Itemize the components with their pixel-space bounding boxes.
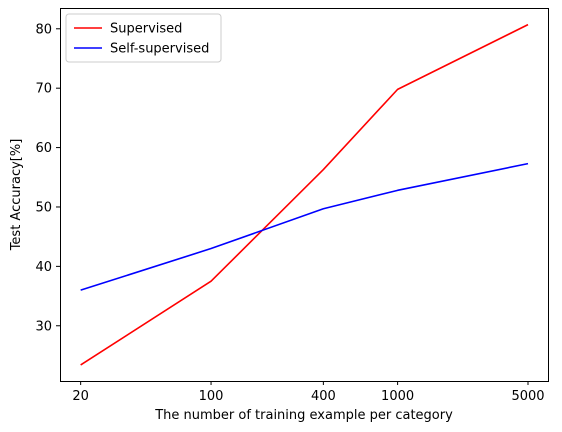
legend: Supervised Self-supervised bbox=[65, 13, 222, 63]
x-axis-ticks: 20 100 400 1000 5000 bbox=[72, 381, 545, 404]
plot-area-frame bbox=[60, 8, 549, 382]
x-tick-label: 5000 bbox=[511, 389, 544, 404]
x-axis-label: The number of training example per categ… bbox=[154, 408, 453, 423]
legend-label: Supervised bbox=[110, 22, 182, 37]
series-lines bbox=[80, 23, 529, 366]
y-tick-label: 70 bbox=[35, 82, 52, 97]
y-tick-label: 60 bbox=[35, 141, 52, 156]
y-tick-label: 50 bbox=[35, 200, 52, 215]
legend-box bbox=[65, 13, 222, 63]
y-tick-label: 40 bbox=[35, 260, 52, 275]
x-tick-label: 400 bbox=[311, 389, 336, 404]
series-line-1 bbox=[80, 23, 529, 366]
x-tick-label: 1000 bbox=[381, 389, 414, 404]
y-tick-label: 30 bbox=[35, 319, 52, 334]
x-tick-label: 100 bbox=[199, 389, 224, 404]
y-axis-label: Test Accuracy[%] bbox=[9, 139, 24, 252]
y-tick-label: 80 bbox=[35, 22, 52, 37]
x-tick-label: 20 bbox=[72, 389, 89, 404]
legend-label: Self-supervised bbox=[110, 42, 209, 57]
series-line-2 bbox=[80, 162, 529, 291]
y-axis-ticks: 30 40 50 60 70 80 bbox=[35, 22, 60, 334]
